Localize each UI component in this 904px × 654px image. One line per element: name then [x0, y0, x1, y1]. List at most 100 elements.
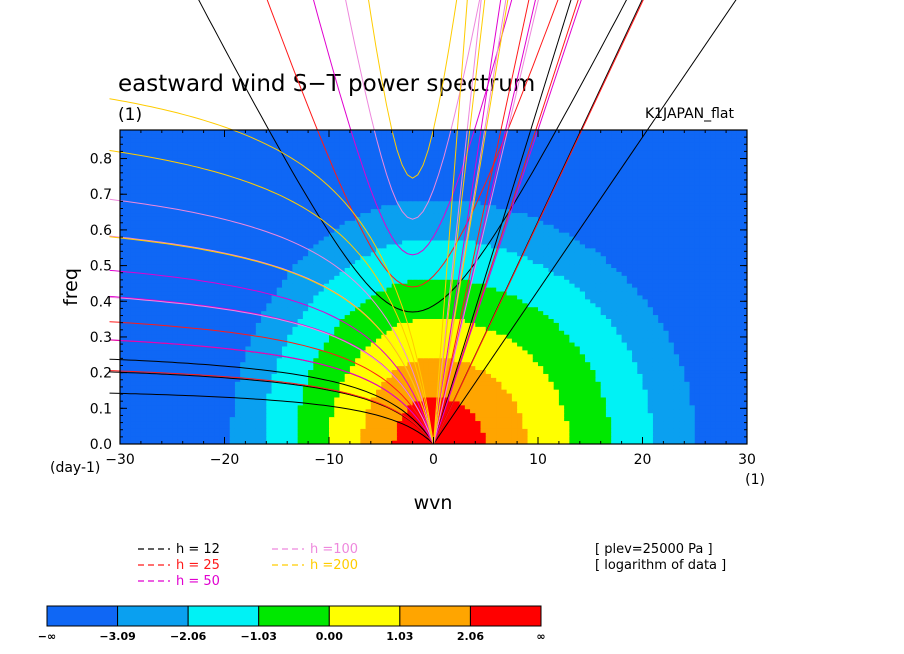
heat-cell — [402, 298, 408, 304]
heat-cell — [151, 432, 158, 437]
heat-cell — [590, 424, 597, 429]
heat-cell — [705, 318, 712, 323]
heat-cell — [715, 432, 722, 437]
heat-cell — [381, 428, 388, 433]
heat-cell — [668, 424, 675, 429]
heat-cell — [647, 357, 654, 363]
heat-cell — [705, 326, 712, 331]
heat-cell — [198, 290, 205, 296]
heat-cell — [538, 377, 544, 382]
heat-cell — [715, 377, 722, 382]
heat-cell — [449, 389, 455, 394]
heat-cell — [396, 404, 403, 410]
heat-cell — [433, 338, 440, 343]
heat-cell — [731, 436, 738, 441]
heat-cell — [287, 334, 294, 339]
heat-cell — [522, 416, 529, 422]
heat-cell — [271, 412, 278, 418]
heat-cell — [538, 310, 544, 316]
heat-cell — [396, 345, 403, 351]
heat-cell — [250, 341, 257, 347]
heat-cell — [642, 424, 649, 429]
heat-cell — [198, 396, 205, 402]
heat-cell — [130, 338, 137, 343]
heat-cell — [496, 357, 503, 363]
heat-cell — [470, 294, 476, 300]
heat-cell — [506, 349, 513, 355]
heat-cell — [339, 416, 346, 422]
heat-cell — [579, 420, 586, 425]
heat-cell — [736, 345, 743, 351]
heat-cell — [616, 345, 623, 351]
heat-cell — [334, 432, 341, 437]
heat-cell — [360, 338, 367, 343]
heat-cell — [454, 279, 461, 284]
heat-cell — [511, 314, 518, 319]
heat-cell — [616, 369, 623, 374]
heat-cell — [135, 424, 142, 429]
heat-cell — [731, 416, 738, 422]
heat-cell — [396, 424, 403, 429]
heat-cell — [193, 377, 199, 382]
heat-cell — [548, 396, 555, 402]
heat-cell — [699, 345, 706, 351]
heat-cell — [370, 400, 377, 406]
heat-cell — [376, 361, 382, 367]
heat-cell — [120, 396, 126, 402]
heat-cell — [334, 436, 341, 441]
heat-cell — [313, 345, 320, 351]
heat-cell — [449, 432, 455, 437]
heat-cell — [611, 420, 617, 425]
heat-cell — [229, 420, 236, 425]
heat-cell — [423, 400, 429, 406]
heat-cell — [130, 361, 137, 367]
heat-cell — [281, 310, 288, 316]
heat-cell — [553, 283, 560, 288]
heat-cell — [600, 389, 607, 394]
heat-cell — [590, 385, 597, 390]
heat-cell — [140, 287, 147, 292]
heat-cell — [156, 400, 163, 406]
heat-cell — [135, 338, 142, 343]
heat-cell — [626, 361, 633, 367]
heat-cell — [135, 373, 142, 378]
heat-cell — [167, 377, 173, 382]
heat-cell — [731, 400, 738, 406]
heat-cell — [490, 436, 497, 441]
heat-cell — [172, 338, 179, 343]
heat-cell — [349, 290, 356, 296]
heat-cell — [292, 302, 299, 308]
heat-cell — [193, 357, 199, 363]
heat-cell — [449, 404, 455, 410]
heat-cell — [396, 310, 403, 316]
heat-cell — [459, 416, 466, 422]
heat-cell — [527, 322, 534, 327]
heat-cell — [287, 279, 294, 284]
heat-cell — [250, 306, 257, 312]
heat-cell — [428, 400, 435, 406]
heat-cell — [287, 294, 294, 300]
heat-cell — [538, 365, 544, 371]
heat-cell — [694, 408, 701, 414]
heat-cell — [699, 396, 706, 402]
heat-cell — [172, 404, 179, 410]
heat-cell — [125, 326, 132, 331]
heat-cell — [626, 345, 633, 351]
heat-cell — [611, 385, 617, 390]
heat-cell — [214, 416, 220, 422]
heat-cell — [407, 440, 414, 444]
heat-cell — [632, 408, 638, 414]
heat-cell — [658, 373, 664, 378]
heat-cell — [720, 338, 727, 343]
heat-cell — [365, 436, 372, 441]
heat-cell — [548, 330, 555, 335]
heat-cell — [339, 365, 346, 371]
heat-cell — [632, 314, 638, 319]
heat-cell — [679, 326, 685, 331]
heat-cell — [585, 420, 591, 425]
heat-cell — [741, 302, 747, 308]
heat-cell — [668, 381, 675, 386]
heat-cell — [391, 306, 398, 312]
heat-cell — [517, 298, 523, 304]
heat-cell — [679, 298, 685, 304]
